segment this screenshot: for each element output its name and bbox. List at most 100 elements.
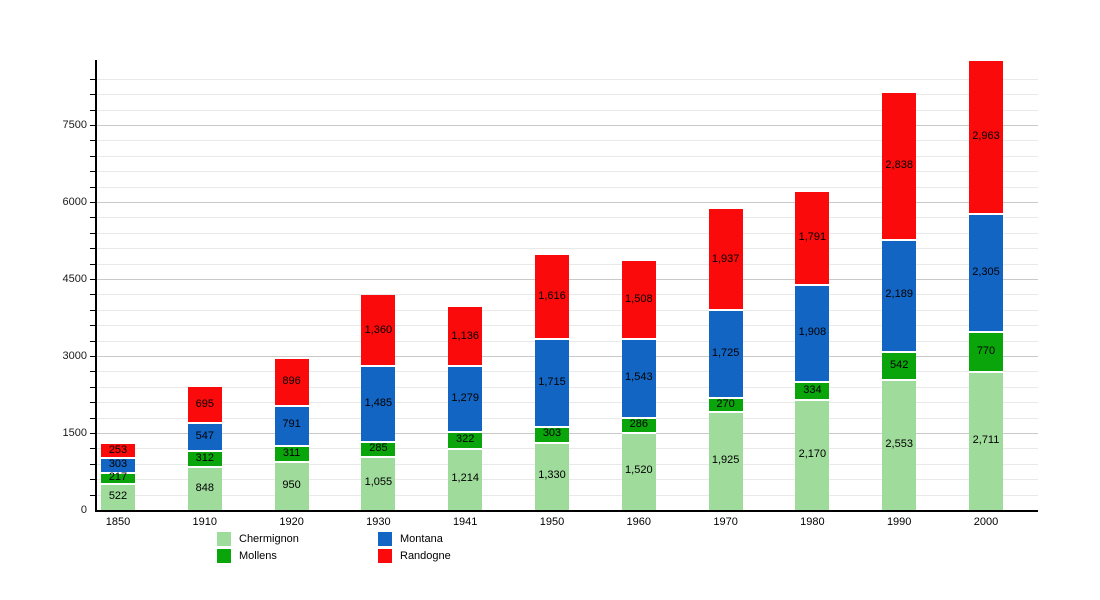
minor-gridline [95, 109, 1038, 111]
segment-value-label: 695 [195, 398, 214, 411]
x-axis-label-2000: 2000 [973, 516, 999, 528]
legend-label-randogne: Randogne [400, 550, 451, 562]
bar-segment-randogne-1960 [621, 260, 656, 339]
segment-value-label: 2,963 [972, 130, 1000, 143]
segment-value-label: 1,055 [364, 476, 393, 489]
y-axis-tick [90, 232, 95, 234]
segment-value-label: 217 [108, 471, 128, 484]
bar-segment-montana-1920 [274, 404, 309, 446]
bar-segment-mollens-1960 [621, 417, 656, 432]
segment-value-label: 1,543 [625, 371, 653, 384]
segment-value-label: 322 [456, 432, 475, 445]
segment-value-label: 1,791 [798, 231, 827, 244]
bar-segment-montana-1850 [101, 456, 135, 473]
segment-value-label: 2,711 [972, 433, 1000, 446]
y-axis-tick [90, 171, 95, 173]
bar-segment-mollens-1920 [274, 445, 309, 462]
x-axis-line [95, 510, 1038, 512]
bar-segment-randogne-1920 [274, 358, 309, 405]
legend-label-chermignon: Chermignon [239, 533, 299, 545]
bar-segment-randogne-1980 [795, 191, 830, 284]
y-axis-tick [90, 386, 95, 388]
bar-segment-montana-1930 [361, 364, 396, 442]
segment-value-label: 285 [369, 442, 388, 455]
y-axis-tick [90, 217, 95, 219]
segment-value-label: 896 [282, 375, 301, 388]
x-axis-label-1960: 1960 [626, 516, 652, 528]
segment-value-label: 253 [108, 443, 128, 456]
x-axis-label-1980: 1980 [800, 516, 825, 528]
y-axis-tick [90, 355, 95, 357]
segment-value-label: 270 [716, 397, 735, 410]
segment-value-label: 848 [195, 481, 214, 494]
y-axis-tick [90, 78, 95, 80]
x-axis-label-1950: 1950 [539, 516, 565, 528]
x-axis-label-1970: 1970 [713, 516, 738, 528]
bar-segment-mollens-1970 [708, 397, 743, 412]
segment-value-label: 312 [195, 451, 214, 464]
bar-segment-chermignon-1930 [361, 455, 396, 510]
bar-segment-randogne-1950 [535, 255, 569, 339]
bar-segment-chermignon-1990 [882, 378, 917, 510]
segment-value-label: 1,279 [451, 391, 479, 404]
x-axis-label-1930: 1930 [366, 516, 391, 528]
y-axis-tick [90, 340, 95, 342]
bar-segment-randogne-1910 [187, 386, 222, 423]
y-axis-tick [90, 448, 95, 450]
legend-swatch-chermignon [217, 532, 231, 546]
segment-value-label: 1,330 [538, 469, 566, 482]
segment-value-label: 1,485 [364, 396, 393, 409]
bar-segment-randogne-1850 [101, 443, 135, 457]
y-axis-label: 4500 [62, 272, 87, 285]
minor-gridline [95, 171, 1038, 173]
bar-segment-chermignon-1980 [795, 398, 830, 510]
y-axis-tick [90, 201, 95, 203]
bar-segment-mollens-1941 [448, 431, 483, 448]
y-axis-tick [90, 186, 95, 188]
bar-segment-chermignon-1970 [708, 411, 743, 510]
bar-segment-montana-1960 [621, 338, 656, 418]
minor-gridline [95, 186, 1038, 188]
bar-segment-montana-2000 [969, 212, 1003, 332]
segment-value-label: 1,908 [798, 325, 827, 338]
y-axis-tick [90, 124, 95, 126]
segment-value-label: 311 [282, 446, 301, 459]
segment-value-label: 791 [282, 418, 301, 431]
legend-swatch-mollens [217, 549, 231, 563]
segment-value-label: 1,616 [538, 290, 566, 303]
segment-value-label: 1,360 [364, 323, 393, 336]
bar-segment-randogne-1990 [882, 93, 917, 239]
minor-gridline [95, 140, 1038, 142]
legend-swatch-montana [378, 532, 392, 546]
segment-value-label: 1,520 [625, 464, 653, 477]
segment-value-label: 303 [542, 427, 562, 440]
bar-segment-chermignon-1850 [101, 483, 135, 510]
segment-value-label: 1,136 [451, 329, 479, 342]
bar-segment-mollens-1910 [187, 450, 222, 467]
minor-gridline [95, 155, 1038, 157]
segment-value-label: 286 [629, 418, 648, 431]
x-axis-label-1941: 1941 [452, 516, 478, 528]
segment-value-label: 1,508 [625, 292, 653, 305]
segment-value-label: 334 [803, 383, 822, 396]
bar-segment-mollens-1950 [535, 426, 569, 442]
segment-value-label: 2,838 [885, 159, 913, 172]
segment-value-label: 1,925 [711, 454, 740, 467]
y-axis-tick [90, 432, 95, 434]
bar-segment-montana-1970 [708, 308, 743, 398]
bar-segment-chermignon-2000 [969, 370, 1003, 510]
x-axis-label-1920: 1920 [279, 516, 304, 528]
y-axis-tick [90, 309, 95, 311]
segment-value-label: 542 [890, 358, 909, 371]
y-axis-label: 1500 [62, 426, 87, 439]
y-axis-tick [90, 294, 95, 296]
y-axis-label: 0 [80, 504, 87, 516]
y-axis-tick [90, 109, 95, 111]
y-axis-tick [90, 479, 95, 481]
bar-segment-chermignon-1910 [187, 466, 222, 510]
x-axis-label-1910: 1910 [192, 516, 218, 528]
bar-segment-mollens-1930 [361, 441, 396, 456]
y-axis-tick [90, 494, 95, 496]
bar-segment-mollens-2000 [969, 331, 1003, 371]
y-axis-tick [90, 463, 95, 465]
